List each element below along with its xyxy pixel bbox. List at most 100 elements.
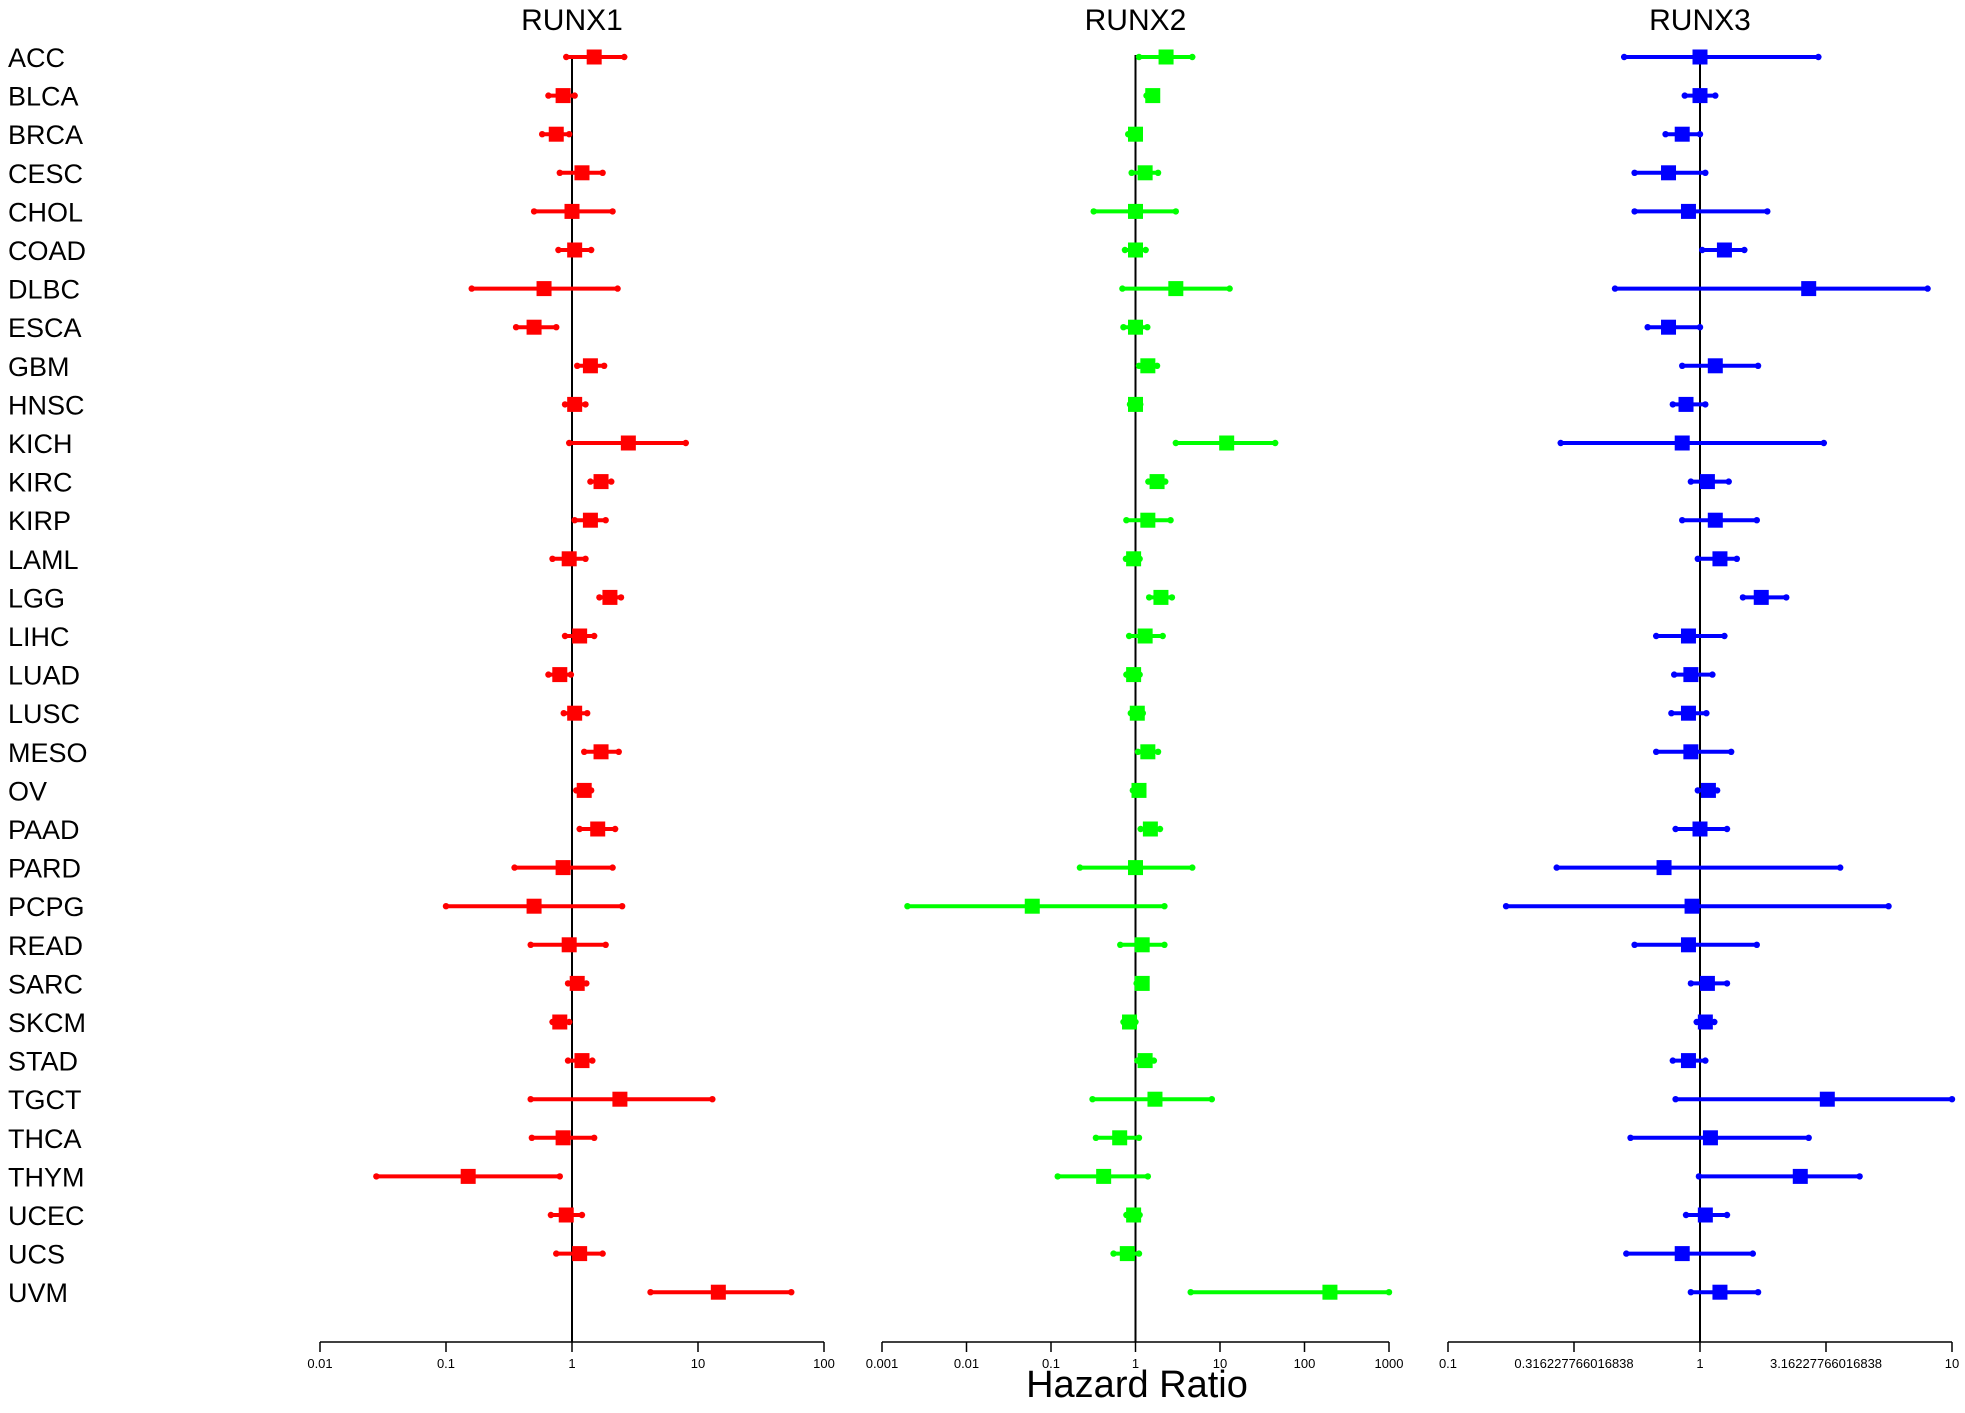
ci-lower-cap: [1117, 941, 1124, 948]
ci-upper-cap: [1271, 439, 1279, 447]
forest-row-runx1-uvm: [647, 1284, 795, 1300]
forest-row-runx3-chol: [1631, 203, 1771, 219]
forest-row-runx2-thym: [1054, 1168, 1152, 1184]
hazard-ratio-point: [1707, 512, 1723, 528]
hazard-ratio-point: [1678, 396, 1694, 412]
forest-row-runx2-kich: [1172, 435, 1279, 451]
hazard-ratio-point: [567, 396, 583, 412]
forest-row-runx2-meso: [1134, 744, 1162, 760]
hazard-ratio-point: [1168, 281, 1184, 297]
ci-lower-cap: [1631, 208, 1638, 215]
ci-upper-cap: [1154, 169, 1162, 176]
cancer-label-dlbc: DLBC: [8, 275, 80, 305]
forest-row-runx2-ucs: [1110, 1246, 1143, 1262]
forest-row-runx2-kirc: [1145, 474, 1169, 490]
ci-lower-cap: [1694, 555, 1701, 562]
ci-lower-cap: [565, 439, 573, 447]
ci-upper-cap: [614, 285, 621, 292]
hazard-ratio-point: [567, 242, 583, 258]
hazard-ratio-point: [1819, 1091, 1835, 1107]
forest-row-runx2-kirp: [1123, 512, 1174, 528]
forest-row-runx1-thca: [528, 1130, 598, 1146]
cancer-label-kich: KICH: [8, 429, 73, 459]
cancer-label-laml: LAML: [8, 545, 79, 575]
cancer-label-pard: PARD: [8, 854, 81, 884]
forest-row-runx3-brca: [1662, 126, 1704, 142]
hazard-ratio-point: [1147, 1091, 1163, 1107]
ci-lower-cap: [468, 285, 475, 292]
forest-row-runx2-chol: [1090, 203, 1180, 219]
ci-upper-cap: [1723, 825, 1731, 833]
ci-upper-cap: [590, 1134, 598, 1142]
hazard-ratio-point: [574, 165, 590, 181]
ci-upper-cap: [1135, 1250, 1143, 1257]
ci-upper-cap: [602, 517, 609, 524]
ci-upper-cap: [1753, 517, 1760, 524]
ci-lower-cap: [1695, 1173, 1703, 1180]
ci-upper-cap: [599, 169, 606, 176]
forest-row-runx2-ov: [1129, 782, 1147, 798]
hazard-ratio-point: [1753, 589, 1769, 605]
ci-lower-cap: [1120, 324, 1127, 331]
hazard-ratio-point: [569, 975, 585, 991]
ci-upper-cap: [621, 53, 628, 61]
hazard-ratio-point: [460, 1168, 476, 1184]
ci-lower-cap: [564, 980, 572, 987]
hazard-ratio-point: [1137, 628, 1153, 644]
ci-upper-cap: [590, 632, 598, 640]
ci-lower-cap: [1623, 1250, 1630, 1257]
forest-row-runx1-thym: [373, 1168, 563, 1184]
forest-row-runx2-coad: [1121, 242, 1149, 258]
ci-upper-cap: [1156, 825, 1164, 833]
hazard-ratio-point: [582, 358, 598, 374]
cancer-label-sarc: SARC: [8, 969, 83, 999]
hazard-ratio-point: [1126, 551, 1142, 567]
forest-row-runx2-luad: [1123, 667, 1143, 683]
ci-upper-cap: [1721, 632, 1728, 640]
forest-row-runx3-blca: [1681, 88, 1719, 104]
ci-lower-cap: [1128, 169, 1135, 176]
forest-row-runx1-coad: [555, 242, 595, 258]
x-tick-label-runx1: 100: [813, 1356, 835, 1371]
forest-row-runx2-blca: [1143, 88, 1161, 104]
panel-title-runx1: RUNX1: [521, 4, 623, 37]
forest-row-runx2-pcpg: [904, 898, 1168, 914]
forest-row-runx2-dlbc: [1119, 281, 1233, 297]
x-tick-label-runx2: 1000: [1375, 1356, 1404, 1371]
panel-title-runx2: RUNX2: [1085, 4, 1187, 37]
hazard-ratio-point: [572, 1246, 588, 1262]
ci-lower-cap: [555, 246, 562, 254]
ci-upper-cap: [1754, 1289, 1762, 1296]
ci-upper-cap: [608, 478, 615, 485]
ci-upper-cap: [1696, 324, 1704, 331]
ci-upper-cap: [565, 1018, 573, 1026]
ci-upper-cap: [1948, 1096, 1956, 1103]
hazard-ratio-point: [572, 628, 588, 644]
forest-row-runx3-kich: [1557, 435, 1828, 451]
forest-row-runx1-hnsc: [561, 396, 589, 412]
hazard-ratio-point: [1137, 1053, 1153, 1069]
ci-upper-cap: [600, 362, 608, 369]
forest-row-runx1-meso: [581, 744, 622, 760]
forest-row-runx3-laml: [1694, 551, 1741, 567]
forest-row-runx1-dlbc: [468, 281, 621, 297]
forest-row-runx1-stad: [564, 1053, 596, 1069]
forest-row-runx1-read: [527, 937, 609, 953]
hazard-ratio-point: [1140, 512, 1156, 528]
ci-lower-cap: [564, 1057, 572, 1064]
ci-lower-cap: [1669, 401, 1677, 408]
forest-row-runx2-acc: [1135, 49, 1196, 65]
ci-lower-cap: [1687, 478, 1695, 485]
hazard-ratio-point: [1140, 744, 1156, 760]
forest-row-runx2-uvm: [1187, 1284, 1393, 1300]
hazard-ratio-point: [1674, 435, 1690, 451]
forest-row-runx3-dlbc: [1611, 281, 1931, 297]
ci-upper-cap: [1159, 632, 1166, 640]
hazard-ratio-point: [1674, 1246, 1690, 1262]
ci-upper-cap: [1733, 555, 1741, 562]
forest-row-runx3-thca: [1627, 1130, 1812, 1146]
ci-lower-cap: [1620, 53, 1628, 61]
ci-upper-cap: [1385, 1289, 1393, 1296]
hazard-ratio-point: [1128, 319, 1143, 335]
ci-upper-cap: [1924, 285, 1931, 292]
